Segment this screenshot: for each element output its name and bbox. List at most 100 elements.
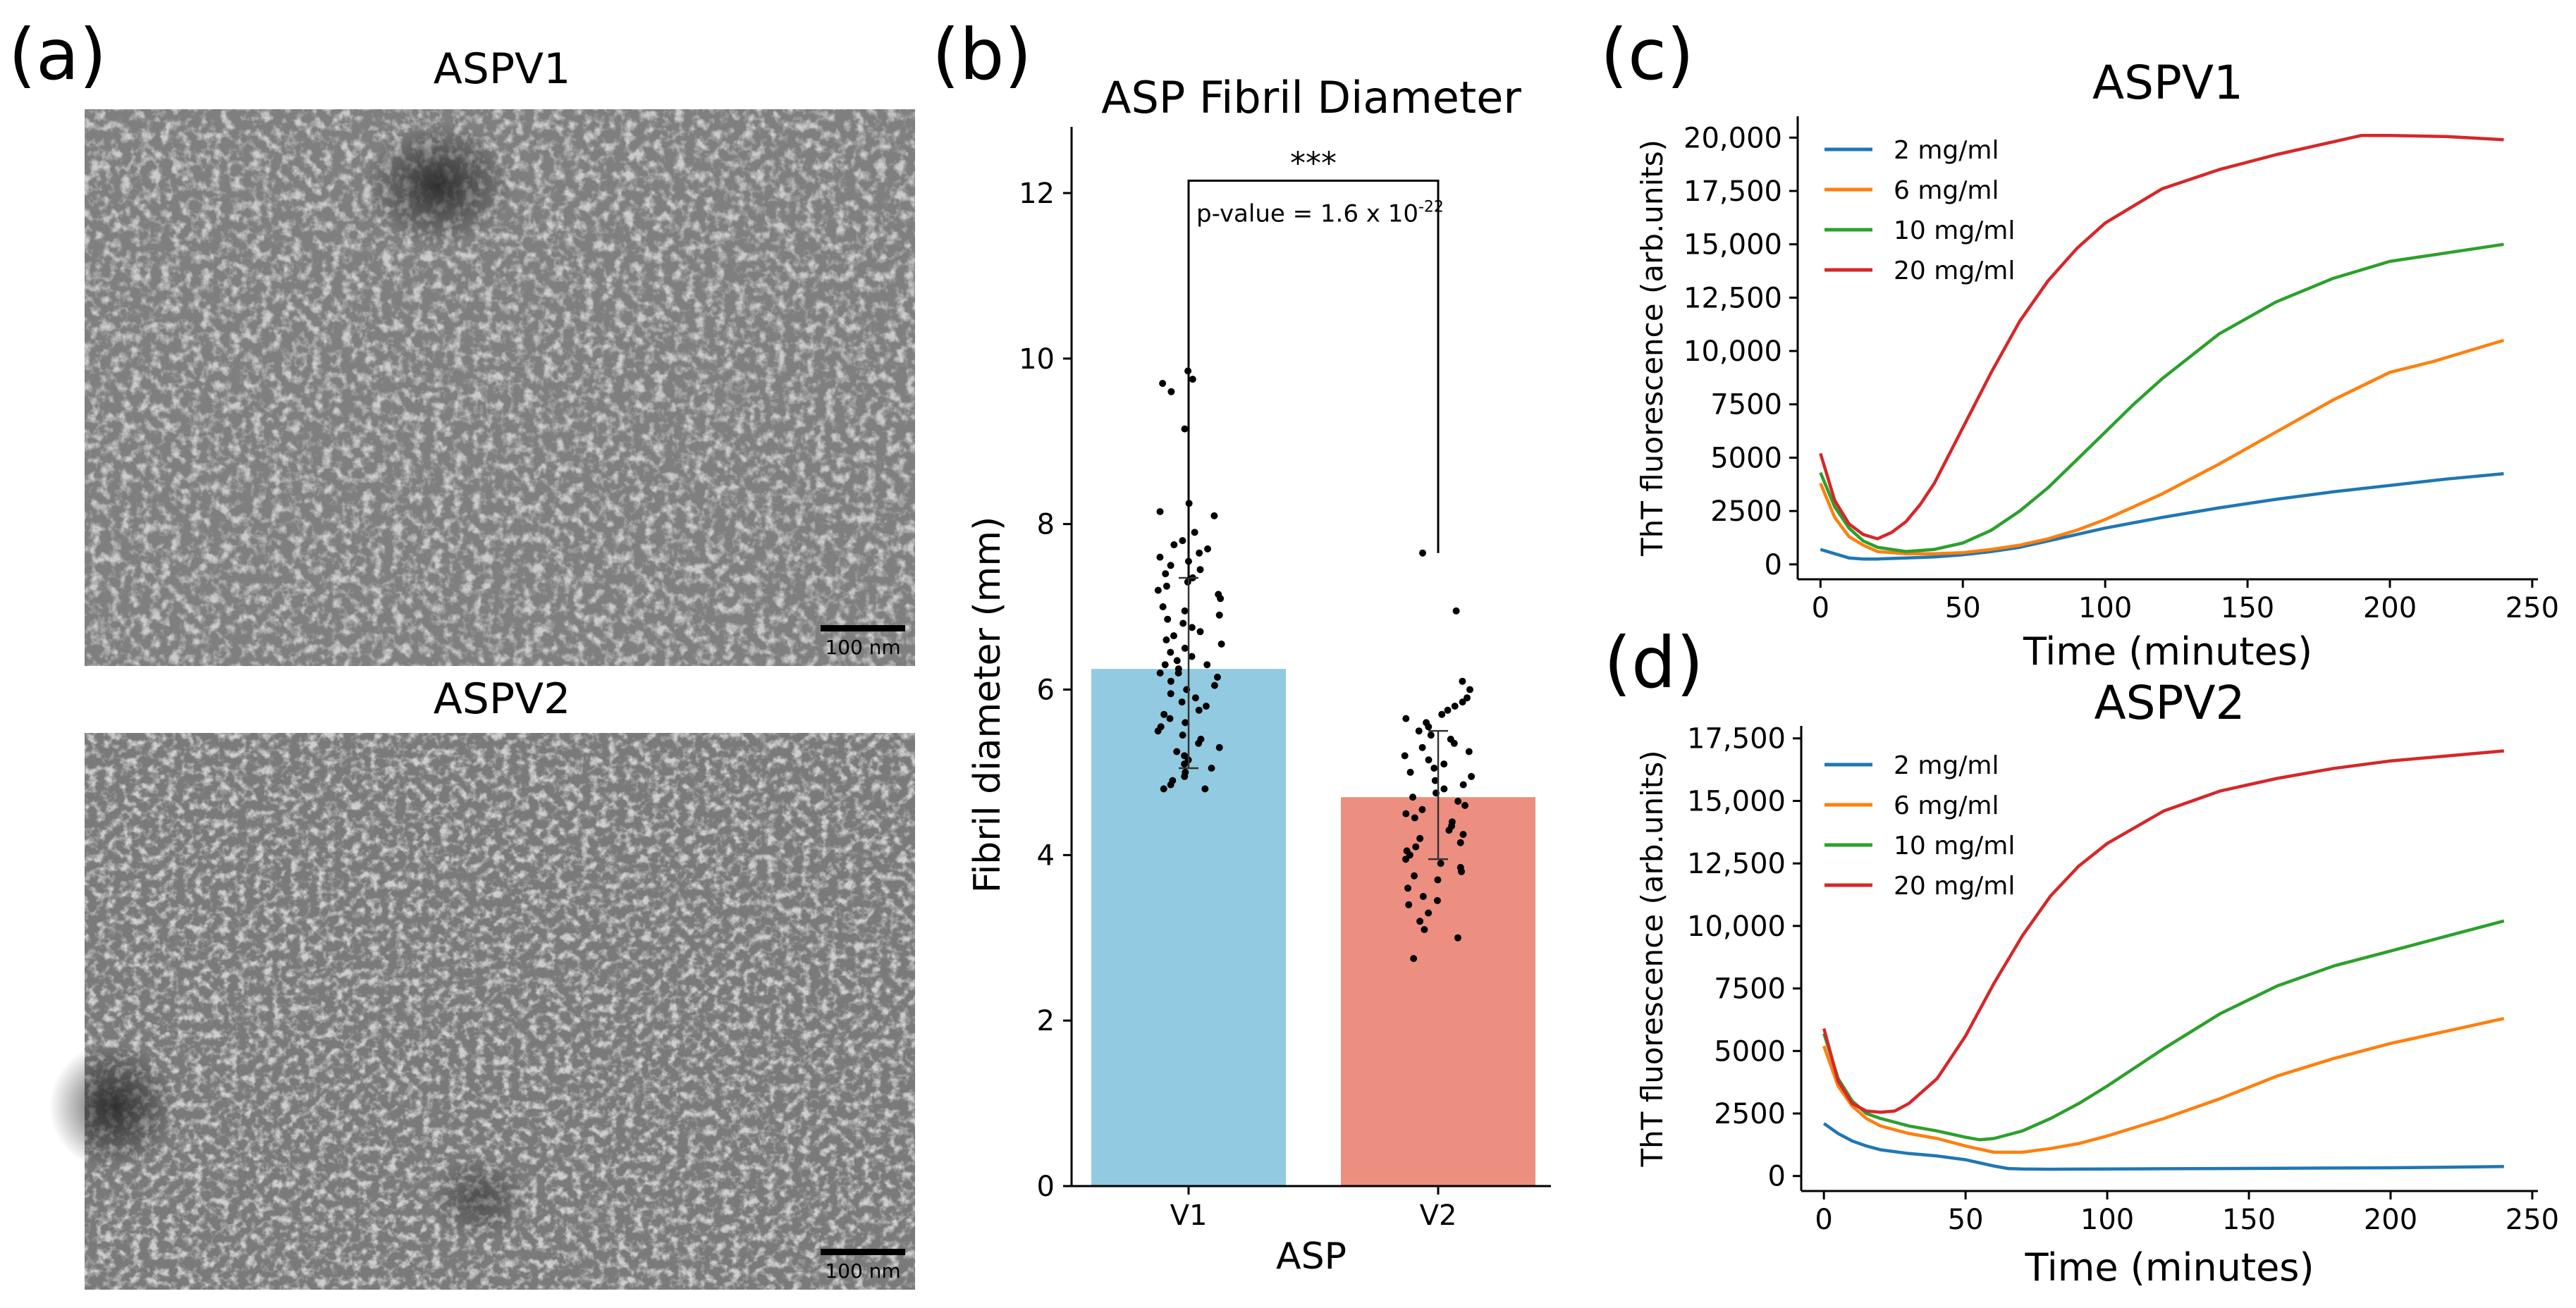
y-tick-label: 0 — [1765, 549, 1782, 581]
data-point-v1 — [1188, 653, 1196, 660]
x-tick-label: 100 — [2080, 1204, 2134, 1236]
data-point-v2 — [1434, 876, 1442, 884]
data-point-v2 — [1440, 760, 1448, 768]
y-tick-label: 17,500 — [1687, 723, 1786, 755]
series-line-10-mg-ml — [1819, 242, 2504, 553]
data-point-v2 — [1427, 732, 1435, 739]
data-point-v1 — [1167, 677, 1174, 685]
data-point-v1 — [1181, 772, 1189, 780]
data-point-v1 — [1195, 739, 1203, 747]
data-point-v2 — [1406, 768, 1414, 776]
scale-bar-label: 100 nm — [825, 636, 900, 659]
data-point-v1 — [1166, 715, 1174, 722]
y-tick-label: 0 — [1037, 1171, 1055, 1203]
data-point-v2 — [1450, 739, 1458, 747]
data-point-v2 — [1416, 918, 1424, 925]
p-value-label: p-value = 1.6 x 10-22 — [1196, 198, 1444, 228]
series-line-6-mg-ml — [1819, 338, 2505, 555]
data-point-v2 — [1409, 794, 1416, 801]
data-point-v2 — [1468, 772, 1476, 780]
data-point-v2 — [1440, 785, 1448, 793]
legend-label: 20 mg/ml — [1894, 257, 2015, 285]
tem-image-aspv1: 100 nm — [85, 109, 915, 666]
tem-bottom-title: ASPV2 — [434, 674, 571, 724]
data-point-v1 — [1217, 595, 1225, 603]
data-point-v2 — [1459, 698, 1466, 706]
data-point-v2 — [1456, 839, 1464, 846]
data-point-v1 — [1210, 512, 1218, 519]
data-point-v2 — [1419, 893, 1427, 900]
data-point-v2 — [1411, 872, 1418, 880]
data-point-v1 — [1173, 748, 1181, 755]
data-point-v1 — [1179, 619, 1187, 627]
data-point-v2 — [1444, 706, 1452, 714]
data-point-v2 — [1415, 727, 1423, 735]
data-point-v2 — [1419, 549, 1426, 557]
tem-top-title: ASPV1 — [434, 44, 571, 94]
legend-label: 10 mg/ml — [1894, 216, 2015, 245]
scale-bar-label: 100 nm — [825, 1259, 900, 1283]
data-point-v1 — [1164, 615, 1172, 623]
series-line-2-mg-ml — [1822, 1122, 2504, 1171]
y-tick-label: 5000 — [1714, 1035, 1786, 1068]
data-point-v1 — [1188, 624, 1196, 631]
data-point-v1 — [1154, 586, 1162, 594]
data-point-v2 — [1458, 868, 1465, 875]
data-point-v1 — [1201, 785, 1209, 793]
data-point-v1 — [1156, 553, 1164, 561]
x-tick-label: 200 — [2364, 1204, 2417, 1236]
y-tick-label: 10,000 — [1683, 335, 1782, 368]
dark-stain-spot — [364, 123, 513, 247]
y-tick-label: 2500 — [1714, 1098, 1786, 1130]
data-point-v2 — [1459, 677, 1466, 685]
data-point-v2 — [1459, 781, 1467, 789]
y-tick-label: 15,000 — [1687, 785, 1786, 818]
data-point-v1 — [1208, 765, 1215, 772]
legend-label: 10 mg/ml — [1894, 832, 2015, 860]
chart-title: ASP Fibril Diameter — [1101, 72, 1521, 123]
data-point-v2 — [1401, 752, 1409, 760]
y-tick-label: 20,000 — [1683, 122, 1782, 154]
data-point-v1 — [1167, 388, 1175, 395]
data-point-v2 — [1425, 723, 1433, 731]
series-line-2-mg-ml — [1820, 471, 2504, 561]
data-point-v2 — [1461, 801, 1468, 809]
data-point-v2 — [1402, 856, 1409, 863]
scale-bar — [821, 1249, 905, 1255]
data-point-v2 — [1425, 909, 1433, 917]
y-tick-label: 12,500 — [1683, 282, 1782, 314]
data-point-v2 — [1459, 831, 1467, 838]
dark-stain-spot — [430, 1156, 529, 1240]
y-tick-label: 6 — [1037, 674, 1055, 706]
y-tick-label: 10 — [1019, 343, 1055, 376]
dark-stain-spot — [49, 1043, 176, 1170]
data-point-v2 — [1425, 756, 1433, 764]
data-point-v2 — [1466, 686, 1473, 693]
y-tick-label: 12,500 — [1687, 848, 1786, 880]
data-point-v2 — [1405, 901, 1413, 908]
x-tick-label: 150 — [2221, 592, 2274, 624]
data-point-v2 — [1454, 798, 1462, 805]
y-tick-label: 12 — [1019, 178, 1055, 210]
data-point-v1 — [1210, 681, 1218, 689]
data-point-v2 — [1437, 860, 1445, 868]
x-tick-label: 50 — [1945, 592, 1981, 624]
data-point-v1 — [1154, 727, 1162, 735]
y-tick-label: 0 — [1768, 1161, 1786, 1193]
tem-image-aspv2: 100 nm — [49, 733, 915, 1290]
data-point-v1 — [1163, 582, 1170, 590]
series-line-20-mg-ml — [1819, 133, 2504, 541]
x-axis-label: Time (minutes) — [2024, 1245, 2314, 1290]
data-point-v1 — [1196, 549, 1203, 557]
legend-label: 2 mg/ml — [1894, 751, 1999, 780]
x-tick-label: 200 — [2363, 592, 2417, 624]
data-point-v2 — [1402, 715, 1410, 722]
legend-label: 6 mg/ml — [1894, 791, 1999, 820]
y-tick-label: 8 — [1037, 509, 1055, 541]
data-point-v1 — [1159, 603, 1167, 610]
data-point-v1 — [1167, 562, 1174, 569]
legend-label: 6 mg/ml — [1894, 176, 1999, 205]
x-tick-label: 150 — [2222, 1204, 2276, 1236]
